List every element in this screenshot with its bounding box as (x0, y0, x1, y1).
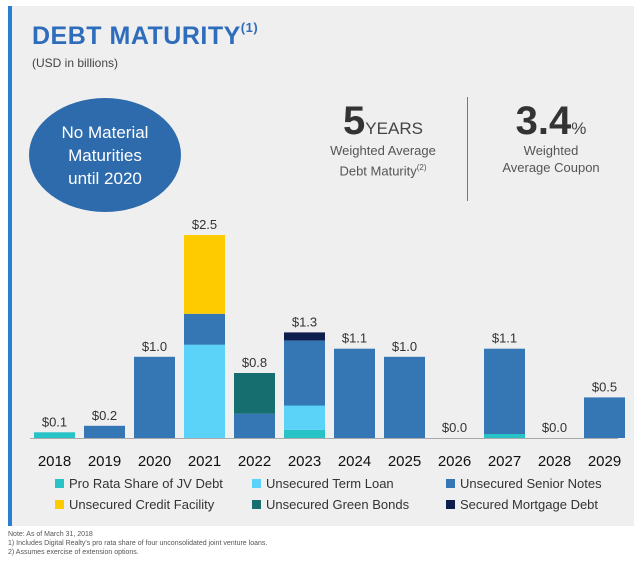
x-tick-2028: 2028 (538, 453, 571, 470)
legend-label: Unsecured Term Loan (266, 476, 394, 491)
bar-2025-unsecured-senior-notes (384, 356, 425, 438)
x-tick-2021: 2021 (188, 453, 221, 470)
coupon-unit: % (571, 119, 587, 138)
legend-label: Pro Rata Share of JV Debt (69, 476, 223, 491)
bar-2020-unsecured-senior-notes (134, 356, 175, 438)
total-label-2022: $0.8 (242, 355, 267, 370)
legend-swatch (446, 500, 455, 509)
title-footnote-marker: (1) (240, 20, 259, 35)
x-tick-2023: 2023 (288, 453, 321, 470)
chart-panel (8, 6, 634, 526)
x-tick-2018: 2018 (38, 453, 71, 470)
legend-item: Secured Mortgage Debt (446, 497, 598, 512)
bar-2022-unsecured-senior-notes (234, 413, 275, 438)
x-tick-2029: 2029 (588, 453, 621, 470)
legend-swatch (55, 500, 64, 509)
footnote-0: Note: As of March 31, 2018 (8, 531, 93, 538)
coupon-value: 3.4 (515, 99, 572, 143)
x-tick-2022: 2022 (238, 453, 271, 470)
legend-item: Unsecured Green Bonds (252, 497, 409, 512)
bar-2021-unsecured-senior-notes (184, 313, 225, 345)
legend-label: Secured Mortgage Debt (460, 497, 599, 512)
bar-2024-unsecured-senior-notes (334, 348, 375, 438)
legend-swatch (55, 479, 64, 488)
coupon-stat: 3.4% Weighted Average Coupon (486, 100, 616, 176)
legend-item: Unsecured Credit Facility (55, 497, 214, 512)
maturity-stat: 5YEARS Weighted Average Debt Maturity(2) (318, 100, 448, 179)
total-label-2024: $1.1 (342, 331, 367, 346)
x-tick-2027: 2027 (488, 453, 521, 470)
bar-2023-unsecured-term-loan (284, 405, 325, 430)
total-label-2029: $0.5 (592, 379, 617, 394)
chart-subtitle: (USD in billions) (32, 56, 119, 70)
maturity-value: 5 (343, 99, 366, 143)
coupon-label-1: Weighted (523, 143, 579, 158)
total-label-2021: $2.5 (192, 217, 217, 232)
total-label-2026: $0.0 (442, 420, 467, 435)
total-label-2019: $0.2 (92, 408, 117, 423)
legend-item: Unsecured Term Loan (252, 476, 394, 491)
x-tick-2020: 2020 (138, 453, 171, 470)
footnote-1: 1) Includes Digital Realty's pro rata sh… (8, 540, 268, 547)
x-tick-2026: 2026 (438, 453, 471, 470)
callout-line-2: Maturities (68, 145, 142, 165)
legend-label: Unsecured Green Bonds (266, 497, 410, 512)
total-label-2023: $1.3 (292, 314, 317, 329)
bar-2023-pro-rata-share-of-jv-debt (284, 429, 325, 438)
bar-2023-unsecured-senior-notes (284, 340, 325, 406)
legend-label: Unsecured Senior Notes (460, 476, 602, 491)
page-title: DEBT MATURITY(1) (32, 20, 258, 51)
stats-divider (467, 97, 468, 201)
total-label-2018: $0.1 (42, 414, 67, 429)
title-text: DEBT MATURITY (32, 22, 241, 50)
x-tick-2025: 2025 (388, 453, 421, 470)
maturity-callout: No Material Maturities until 2020 (29, 98, 181, 212)
total-label-2027: $1.1 (492, 331, 517, 346)
bar-2019-unsecured-senior-notes (84, 425, 125, 438)
maturity-label-1: Weighted Average (330, 143, 436, 158)
legend-swatch (446, 479, 455, 488)
bar-2018-pro-rata-share-of-jv-debt (34, 432, 75, 438)
x-tick-2019: 2019 (88, 453, 121, 470)
footnotes: Note: As of March 31, 2018 1) Includes D… (8, 530, 267, 557)
legend-item: Unsecured Senior Notes (446, 476, 602, 491)
legend-item: Pro Rata Share of JV Debt (55, 476, 223, 491)
bar-2029-unsecured-senior-notes (584, 397, 625, 438)
bar-2027-pro-rata-share-of-jv-debt (484, 433, 525, 438)
bar-2021-unsecured-term-loan (184, 344, 225, 438)
bar-2023-secured-mortgage-debt (284, 332, 325, 341)
footnote-2: 2) Assumes exercise of extension options… (8, 549, 139, 556)
x-tick-2024: 2024 (338, 453, 371, 470)
total-label-2025: $1.0 (392, 339, 417, 354)
bar-2027-unsecured-senior-notes (484, 348, 525, 434)
bar-2021-unsecured-credit-facility (184, 235, 225, 314)
maturity-label-2: Debt Maturity (339, 163, 417, 179)
legend-label: Unsecured Credit Facility (69, 497, 215, 512)
callout-line-3: until 2020 (68, 168, 142, 188)
maturity-footnote-marker: (2) (416, 163, 427, 172)
legend-swatch (252, 500, 261, 509)
total-label-2020: $1.0 (142, 339, 167, 354)
total-label-2028: $0.0 (542, 420, 567, 435)
maturity-unit: YEARS (365, 119, 423, 138)
bar-2022-unsecured-green-bonds (234, 373, 275, 414)
legend-swatch (252, 479, 261, 488)
callout-line-1: No Material (61, 122, 149, 142)
accent-bar (8, 6, 12, 526)
coupon-label-2: Average Coupon (502, 160, 600, 175)
